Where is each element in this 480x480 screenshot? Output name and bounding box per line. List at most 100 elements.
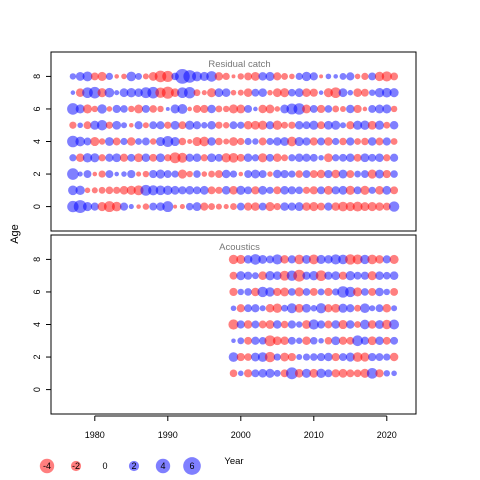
bubble: [375, 169, 384, 179]
bubble: [324, 202, 333, 211]
bubble: [75, 153, 85, 163]
bubble: [353, 88, 362, 97]
bubble: [236, 254, 246, 264]
bubble: [266, 186, 274, 194]
bubble: [287, 136, 297, 147]
bubble: [375, 369, 384, 378]
bubble: [215, 121, 223, 129]
bubble: [98, 138, 106, 145]
bubble: [280, 202, 289, 211]
bubble: [346, 137, 355, 146]
bubble: [229, 137, 238, 146]
bubble: [258, 153, 268, 163]
bubble: [105, 153, 114, 162]
bubble: [375, 304, 384, 313]
bubble: [302, 137, 311, 146]
bubble: [119, 88, 129, 98]
bubble: [221, 169, 231, 179]
bubble: [381, 71, 392, 82]
bubble: [287, 202, 297, 211]
bubble: [309, 186, 318, 195]
bubble: [338, 319, 348, 330]
bubble: [229, 287, 238, 297]
bubble: [199, 136, 210, 147]
bubble: [375, 153, 384, 163]
bubble: [136, 171, 142, 177]
bubble: [287, 336, 296, 345]
bubble: [265, 202, 275, 212]
bubble: [390, 72, 399, 81]
legend-label: -4: [43, 461, 51, 471]
bubble: [75, 88, 85, 97]
legend-label: -2: [72, 461, 80, 471]
bubble: [310, 336, 318, 345]
bubble: [302, 186, 311, 194]
bubble: [178, 121, 187, 130]
bubble: [149, 153, 158, 162]
bubble: [383, 121, 391, 129]
bubble: [251, 186, 260, 195]
bubble: [250, 169, 260, 179]
bubble: [375, 271, 384, 280]
bubble: [192, 202, 202, 211]
bubble: [238, 171, 244, 177]
bubble: [382, 185, 392, 195]
bubble: [120, 137, 128, 146]
bubble: [302, 336, 311, 346]
bubble: [105, 121, 113, 129]
bubble: [339, 72, 347, 80]
bubbles: [228, 254, 400, 380]
bubble: [134, 153, 144, 163]
panel-0: 0 2 4 6 8 Residual catch: [32, 51, 417, 232]
bubble: [390, 138, 398, 145]
bubble: [192, 71, 202, 82]
bubble: [98, 186, 106, 194]
bubble: [375, 320, 384, 329]
bubble: [114, 90, 120, 96]
legend-bubble: [39, 458, 55, 474]
bubble: [177, 152, 188, 163]
bubble: [84, 187, 91, 194]
bubble: [243, 153, 253, 163]
bubble: [237, 73, 245, 80]
bubble: [228, 352, 239, 362]
y-tick-label: 8: [32, 74, 42, 79]
bubble: [279, 270, 290, 281]
bubble: [287, 186, 297, 195]
bubble: [360, 202, 370, 211]
bubble: [352, 201, 363, 212]
bubble: [258, 255, 268, 264]
bubble: [192, 136, 202, 147]
x-tick-label: 2010: [304, 430, 324, 440]
bubble: [136, 204, 141, 209]
bubble: [69, 154, 77, 162]
bubble: [309, 368, 319, 378]
panel-title: Acoustics: [219, 242, 260, 253]
bubble: [215, 186, 223, 194]
bubble: [347, 89, 354, 96]
bubble: [258, 72, 267, 81]
bubble: [353, 153, 362, 162]
bubble: [91, 105, 99, 113]
bubble: [230, 305, 237, 312]
bubble: [236, 352, 245, 362]
bubble: [390, 186, 399, 195]
bubble: [302, 303, 311, 313]
bubble: [375, 287, 384, 297]
bubble: [302, 104, 311, 114]
bubble: [354, 138, 362, 145]
bubble: [294, 136, 304, 147]
bubble: [382, 255, 391, 264]
bubble: [126, 185, 136, 195]
bubble: [90, 153, 100, 163]
bubble: [208, 170, 216, 178]
bubble: [362, 106, 368, 112]
bubble: [293, 269, 306, 282]
bubble: [301, 368, 312, 378]
bubble: [331, 320, 340, 329]
bubble: [339, 153, 347, 162]
bubble: [119, 186, 129, 195]
bubble: [295, 72, 303, 81]
bubble: [129, 122, 134, 128]
bubble: [119, 153, 129, 162]
